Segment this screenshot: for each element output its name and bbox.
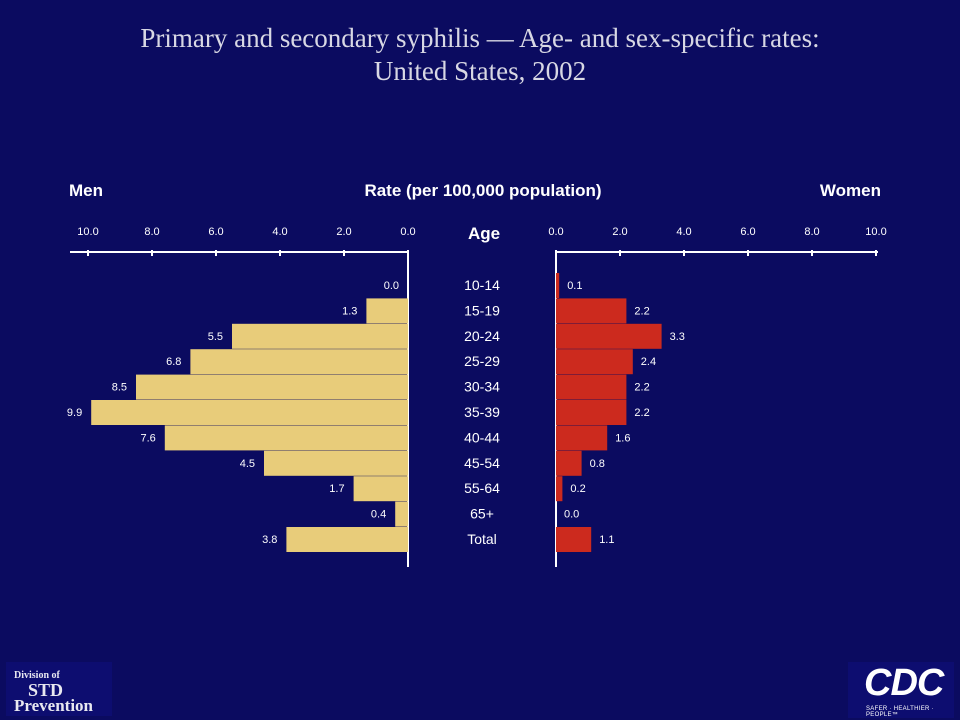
men-bar bbox=[353, 476, 408, 502]
women-value-label: 1.6 bbox=[615, 432, 630, 444]
men-bar bbox=[164, 425, 408, 451]
women-value-label: 0.2 bbox=[570, 483, 585, 495]
men-tick-label: 0.0 bbox=[400, 226, 415, 238]
women-value-label: 2.4 bbox=[641, 356, 656, 368]
age-category-label: 40-44 bbox=[464, 429, 500, 445]
women-value-label: 0.1 bbox=[567, 280, 582, 292]
cdc-logo: CDC SAFER · HEALTHIER · PEOPLE™ bbox=[848, 662, 954, 718]
chart-title: Primary and secondary syphilis — Age- an… bbox=[0, 22, 960, 88]
age-category-label: 30-34 bbox=[464, 379, 500, 395]
men-value-label: 4.5 bbox=[240, 458, 255, 470]
women-value-label: 0.0 bbox=[564, 509, 579, 521]
men-value-label: 0.4 bbox=[371, 509, 386, 521]
men-bars: 0.0 1.3 5.5 6.8 8.5 9.9 7.6 4.5 1.7 0.4 3.8 bbox=[67, 280, 408, 552]
age-category-label: Total bbox=[467, 531, 497, 547]
age-category-label: 55-64 bbox=[464, 480, 500, 496]
women-bar bbox=[556, 450, 582, 476]
title-line-2: United States, 2002 bbox=[373, 56, 587, 86]
men-tick-label: 6.0 bbox=[208, 226, 223, 238]
men-value-label: 6.8 bbox=[166, 356, 181, 368]
women-bar bbox=[556, 400, 627, 425]
std-logo-line3: Prevention bbox=[14, 696, 94, 715]
women-value-label: 2.2 bbox=[634, 382, 649, 394]
women-bar bbox=[556, 323, 662, 349]
cdc-logo-tagline: SAFER · HEALTHIER · PEOPLE™ bbox=[866, 706, 934, 718]
women-tick-label: 4.0 bbox=[676, 226, 691, 238]
age-category-label: 20-24 bbox=[464, 328, 500, 344]
men-bar bbox=[232, 323, 408, 349]
age-category-label: 65+ bbox=[470, 506, 494, 522]
women-bar bbox=[556, 374, 627, 400]
men-bar bbox=[264, 450, 408, 476]
age-category-label: 25-29 bbox=[464, 353, 500, 369]
men-tick-label: 10.0 bbox=[77, 226, 98, 238]
rate-axis-label: Rate (per 100,000 population) bbox=[364, 181, 601, 200]
age-category-label: 45-54 bbox=[464, 455, 500, 471]
men-value-label: 1.3 bbox=[342, 305, 357, 317]
men-axis: 10.0 8.0 6.0 4.0 2.0 0.0 bbox=[70, 226, 416, 567]
women-value-label: 3.3 bbox=[670, 331, 685, 343]
women-tick-label: 0.0 bbox=[548, 226, 563, 238]
men-bar bbox=[190, 349, 408, 375]
age-category-label: 35-39 bbox=[464, 404, 500, 420]
age-category-label: 15-19 bbox=[464, 302, 500, 318]
std-logo-line2: STD bbox=[28, 680, 64, 700]
men-value-label: 9.9 bbox=[67, 407, 82, 419]
men-value-label: 5.5 bbox=[208, 331, 223, 343]
age-header: Age bbox=[468, 224, 500, 243]
women-tick-label: 2.0 bbox=[612, 226, 627, 238]
men-bar bbox=[286, 527, 408, 552]
std-division-logo: Division of STD Prevention bbox=[6, 662, 112, 716]
std-logo-line1: Division of bbox=[14, 670, 60, 681]
women-value-label: 2.2 bbox=[634, 305, 649, 317]
women-tick-label: 10.0 bbox=[865, 226, 886, 238]
age-category-label: 10-14 bbox=[464, 277, 500, 293]
men-tick-label: 4.0 bbox=[272, 226, 287, 238]
men-value-label: 7.6 bbox=[141, 432, 156, 444]
women-bar bbox=[556, 476, 563, 502]
men-tick-label: 2.0 bbox=[336, 226, 351, 238]
men-bar bbox=[395, 501, 408, 527]
men-bar bbox=[91, 400, 408, 425]
men-value-label: 1.7 bbox=[329, 483, 344, 495]
women-bar bbox=[556, 273, 560, 298]
women-value-label: 2.2 bbox=[634, 407, 649, 419]
title-line-1: Primary and secondary syphilis — Age- an… bbox=[140, 23, 820, 53]
women-bars: 0.1 2.2 3.3 2.4 2.2 2.2 1.6 0.8 0.2 0.0 1.1 bbox=[556, 273, 685, 552]
men-bar bbox=[136, 374, 408, 400]
men-bar bbox=[366, 298, 408, 324]
cdc-logo-text: CDC bbox=[864, 662, 944, 704]
men-header: Men bbox=[69, 181, 103, 200]
women-tick-label: 8.0 bbox=[804, 226, 819, 238]
age-labels: 10-14 15-19 20-24 25-29 30-34 35-39 40-44 45-54… bbox=[464, 277, 500, 547]
women-bar bbox=[556, 425, 608, 451]
men-value-label: 3.8 bbox=[262, 534, 277, 546]
women-bar bbox=[556, 298, 627, 324]
women-value-label: 1.1 bbox=[599, 534, 614, 546]
women-bar bbox=[556, 527, 592, 552]
women-bar bbox=[556, 349, 633, 375]
women-value-label: 0.8 bbox=[590, 458, 605, 470]
women-tick-label: 6.0 bbox=[740, 226, 755, 238]
men-tick-label: 8.0 bbox=[144, 226, 159, 238]
women-header: Women bbox=[820, 181, 881, 200]
men-value-label: 8.5 bbox=[112, 382, 127, 394]
men-value-label: 0.0 bbox=[384, 280, 399, 292]
